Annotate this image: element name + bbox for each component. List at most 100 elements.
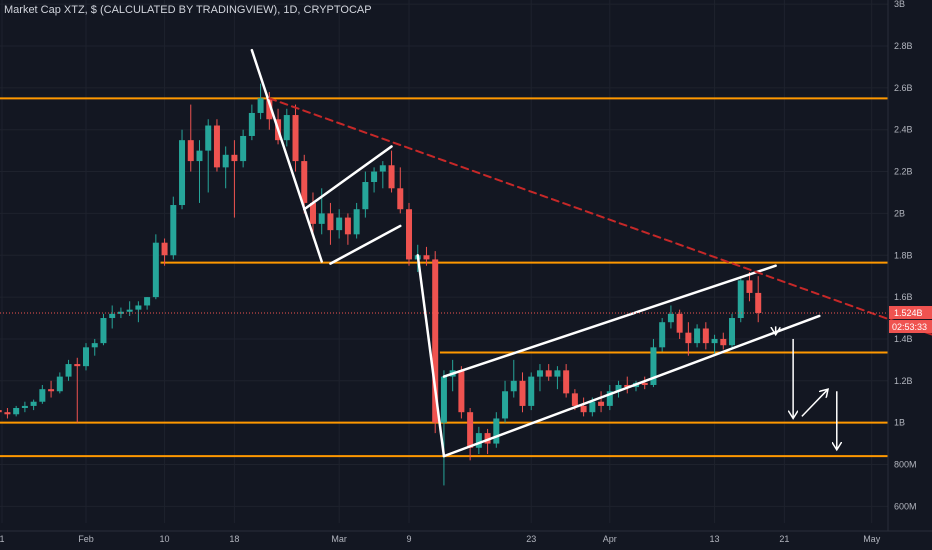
x-tick-label: May: [863, 534, 881, 544]
candle-body: [144, 297, 151, 306]
candle-body: [344, 217, 351, 235]
candle-body: [659, 322, 666, 348]
candles: [0, 83, 762, 486]
candle-body: [65, 364, 72, 377]
candle-body: [589, 401, 596, 413]
y-tick-label: 600M: [894, 501, 917, 511]
candle-body: [624, 384, 631, 388]
y-tick-label: 800M: [894, 460, 917, 470]
x-tick-label: 10: [160, 534, 170, 544]
candle-body: [694, 328, 701, 344]
projection-arrow: [801, 389, 828, 417]
trend-lines: [250, 48, 932, 458]
grid-lines: [0, 0, 888, 523]
candle-body: [702, 328, 709, 344]
candle-body: [30, 401, 37, 406]
countdown-label: 02:53:33: [892, 322, 927, 332]
candle-body: [667, 313, 674, 323]
candle-body: [353, 209, 360, 235]
candle-body: [196, 150, 203, 162]
y-tick-label: 1.4B: [894, 334, 913, 344]
resistance-trend-line: [268, 97, 932, 336]
candle-body: [746, 280, 753, 293]
x-axis: 1Feb1018Mar923Apr1321May11: [0, 530, 932, 544]
candle-body: [283, 115, 290, 141]
y-tick-label: 1.6B: [894, 292, 913, 302]
candle-body: [39, 389, 46, 402]
candle-body: [83, 347, 89, 367]
last-price-tag: 1.524B 02:53:33: [889, 306, 932, 334]
trend-line: [250, 48, 323, 263]
candle-body: [571, 393, 578, 406]
x-tick-label: 13: [710, 534, 720, 544]
candle-body: [580, 405, 587, 413]
candle-body: [301, 161, 308, 203]
x-tick-label: 1: [0, 534, 5, 544]
candle-body: [222, 154, 229, 168]
trend-line: [416, 254, 446, 458]
last-price-label: 1.524B: [894, 308, 923, 318]
candle-body: [650, 347, 657, 385]
x-tick-label: Feb: [78, 534, 94, 544]
candle-body: [100, 318, 107, 344]
candle-body: [406, 209, 413, 260]
candle-body: [109, 313, 116, 319]
candle-body: [152, 242, 159, 298]
candle-body: [126, 309, 133, 312]
trend-line: [303, 145, 393, 211]
candle-body: [179, 140, 186, 206]
candle-body: [676, 313, 683, 333]
candle-body: [309, 202, 316, 224]
candle-body: [615, 384, 622, 392]
candle-body: [641, 382, 648, 385]
candle-body: [327, 213, 334, 231]
candle-body: [56, 376, 63, 392]
candle-body: [729, 318, 736, 346]
candle-body: [737, 280, 744, 319]
candle-body: [318, 213, 325, 224]
x-tick-label: 23: [526, 534, 536, 544]
candle-body: [545, 370, 552, 377]
candle-body: [432, 259, 439, 423]
trend-line: [329, 224, 402, 265]
candle-body: [397, 188, 404, 210]
candle-body: [91, 343, 98, 348]
candle-body: [231, 154, 238, 162]
candle-body: [440, 376, 447, 423]
candle-body: [371, 171, 378, 183]
candle-body: [510, 380, 517, 392]
candle-body: [536, 370, 543, 377]
candle-body: [720, 338, 727, 346]
candle-body: [475, 433, 482, 448]
candle-body: [187, 140, 194, 162]
candle-body: [21, 405, 28, 409]
candle-body: [170, 205, 177, 256]
y-tick-label: 2.2B: [894, 167, 913, 177]
y-tick-label: 1B: [894, 418, 905, 428]
chart-title: Market Cap XTZ, $ (CALCULATED BY TRADING…: [4, 4, 372, 16]
x-tick-label: Mar: [331, 534, 347, 544]
candle-body: [388, 165, 395, 189]
trend-line: [442, 264, 777, 378]
trend-line: [442, 314, 821, 458]
candle-body: [248, 112, 255, 136]
candle-body: [379, 165, 386, 172]
candle-body: [755, 292, 762, 314]
candle-body: [257, 98, 264, 113]
y-axis: 600M 800M 1B 1.2B 1.4B 1.6B 1.8B 2B 2.2B 2.4B 2.6B…: [887, 0, 917, 531]
candle-body: [205, 125, 212, 151]
candle-body: [458, 370, 465, 413]
candle-body: [4, 412, 11, 415]
candle-body: [362, 182, 369, 210]
candle-body: [502, 391, 509, 419]
candle-body: [467, 412, 474, 448]
x-tick-label: 18: [229, 534, 239, 544]
candle-body: [563, 370, 570, 394]
candle-body: [161, 242, 168, 256]
y-tick-label: 2.4B: [894, 125, 913, 135]
candle-body: [13, 408, 20, 415]
candle-body: [266, 98, 273, 120]
arrow-annotations: [776, 326, 837, 449]
candle-body: [519, 380, 526, 406]
